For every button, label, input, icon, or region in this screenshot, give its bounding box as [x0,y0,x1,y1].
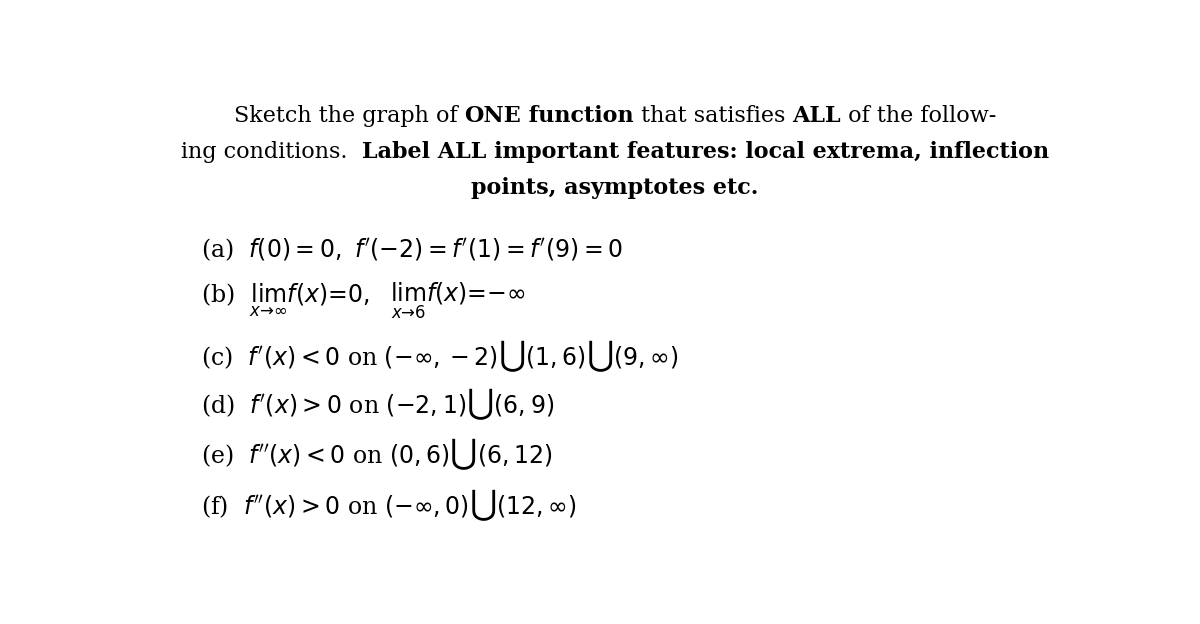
Text: (e)  $f''(x) < 0$ on $(0, 6)\bigcup(6, 12)$: (e) $f''(x) < 0$ on $(0, 6)\bigcup(6, 12… [202,437,553,472]
Text: (d)  $f'(x) > 0$ on $(-2, 1)\bigcup(6, 9)$: (d) $f'(x) > 0$ on $(-2, 1)\bigcup(6, 9)… [202,386,554,422]
Text: that satisfies: that satisfies [634,105,792,127]
Text: of the follow-: of the follow- [841,105,996,127]
Text: ing conditions.: ing conditions. [181,141,362,163]
Text: Sketch the graph of: Sketch the graph of [234,105,464,127]
Text: (b)  $\lim_{x \to \infty} f(x) = 0,$: (b) $\lim_{x \to \infty} f(x) = 0,$ [202,282,370,319]
Text: Label ALL important features: local extrema, inflection: Label ALL important features: local extr… [362,141,1049,163]
Text: points, asymptotes etc.: points, asymptotes etc. [472,177,758,199]
Text: $\lim_{x \to 6} f(x) = -\infty$: $\lim_{x \to 6} f(x) = -\infty$ [390,281,526,321]
Text: (f)  $f''(x) > 0$ on $(-\infty, 0)\bigcup(12, \infty)$: (f) $f''(x) > 0$ on $(-\infty, 0)\bigcup… [202,487,577,523]
Text: function: function [521,105,634,127]
Text: ALL: ALL [792,105,841,127]
Text: (a)  $f(0) = 0,\ f'(-2) = f'(1) = f'(9) = 0$: (a) $f(0) = 0,\ f'(-2) = f'(1) = f'(9) =… [202,236,623,264]
Text: ONE: ONE [464,105,521,127]
Text: (c)  $f'(x) < 0$ on $(-\infty, -2)\bigcup(1, 6)\bigcup(9, \infty)$: (c) $f'(x) < 0$ on $(-\infty, -2)\bigcup… [202,338,679,374]
